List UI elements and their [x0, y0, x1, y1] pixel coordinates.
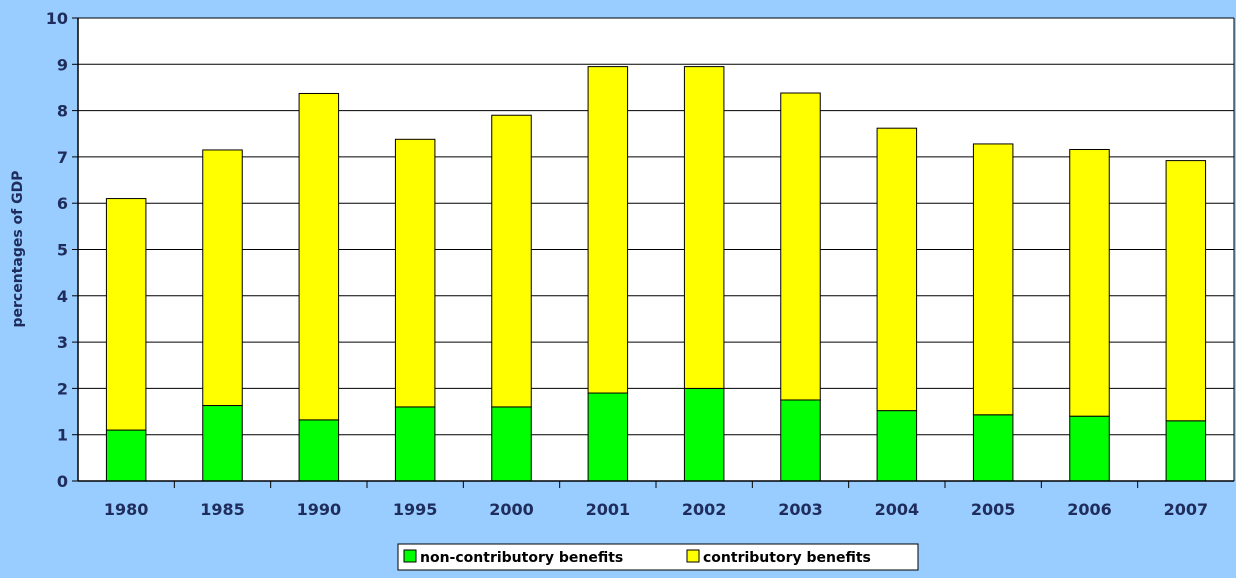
y-tick-label: 6 — [57, 194, 68, 213]
x-tick-label: 2003 — [778, 500, 823, 519]
bar-segment-non-contributory — [105, 429, 147, 482]
axes: 0 1 2 3 4 5 6 7 8 9 10 1980 1985 1990 1995 2000 2001 2002… — [46, 9, 1235, 519]
y-tick-label: 0 — [57, 472, 68, 491]
x-tick-label: 2001 — [586, 500, 631, 519]
x-tick-label: 1980 — [104, 500, 149, 519]
bar-segment-contributory — [1069, 148, 1110, 417]
x-tick-label: 2004 — [875, 500, 920, 519]
bar-segment-contributory — [202, 149, 243, 407]
bar-segment-non-contributory — [394, 406, 436, 482]
y-tick-label: 4 — [57, 287, 68, 306]
bar-segment-non-contributory — [780, 399, 821, 482]
y-axis-title: percentages of GDP — [10, 170, 26, 327]
bar-segment-contributory — [105, 198, 147, 431]
x-tick-label: 2006 — [1067, 500, 1112, 519]
y-tick-label: 9 — [57, 55, 68, 74]
bar-segment-contributory — [394, 138, 436, 408]
x-tick-label: 2007 — [1164, 500, 1209, 519]
legend-label-non-contributory: non-contributory benefits — [420, 550, 623, 566]
y-tick-label: 2 — [57, 379, 68, 398]
y-tick-label: 8 — [57, 102, 68, 121]
y-tick-label: 5 — [57, 241, 68, 260]
bar-segment-contributory — [587, 66, 629, 394]
x-tick-label: 2002 — [682, 500, 727, 519]
legend: non-contributory benefits contributory b… — [397, 543, 919, 571]
legend-swatch-contributory — [686, 549, 700, 563]
x-tick-label: 2005 — [971, 500, 1016, 519]
bar-segment-contributory — [491, 114, 532, 408]
bar-segment-contributory — [876, 127, 918, 412]
x-tick-label: 1995 — [393, 500, 438, 519]
y-tick-label: 10 — [46, 9, 68, 28]
bars — [105, 66, 1207, 482]
bar-segment-non-contributory — [1165, 420, 1207, 482]
legend-box — [397, 543, 919, 571]
bar-segment-non-contributory — [587, 392, 629, 482]
y-tick-label: 7 — [57, 148, 68, 167]
x-tick-label: 2000 — [489, 500, 534, 519]
gridlines — [78, 17, 1234, 436]
bar-segment-non-contributory — [876, 410, 918, 482]
bar-segment-contributory — [298, 92, 340, 421]
bar-segment-non-contributory — [972, 414, 1014, 482]
bar-segment-contributory — [1165, 160, 1207, 422]
legend-label-contributory: contributory benefits — [703, 550, 871, 566]
bar-segment-non-contributory — [202, 405, 243, 482]
y-tick-label: 1 — [57, 426, 68, 445]
bar-segment-contributory — [683, 66, 725, 389]
bar-segment-contributory — [780, 92, 821, 401]
y-tick-label: 3 — [57, 333, 68, 352]
bar-segment-contributory — [972, 143, 1014, 416]
legend-swatch-non-contributory — [403, 549, 417, 563]
x-tick-label: 1985 — [200, 500, 245, 519]
bar-segment-non-contributory — [1069, 415, 1110, 482]
bar-segment-non-contributory — [298, 419, 340, 482]
bar-segment-non-contributory — [683, 387, 725, 482]
bar-segment-non-contributory — [491, 406, 532, 482]
x-tick-label: 1990 — [297, 500, 342, 519]
